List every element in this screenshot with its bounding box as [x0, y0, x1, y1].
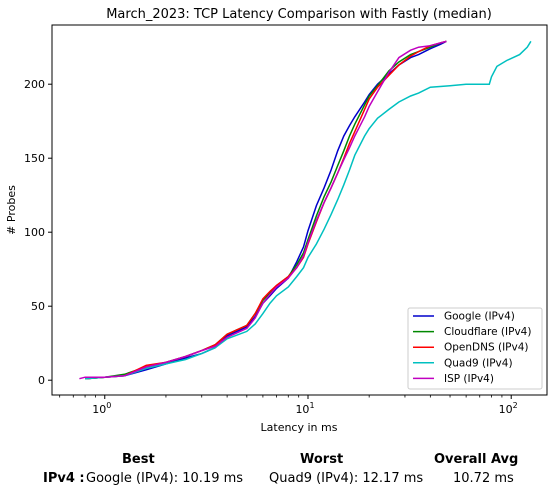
legend-label-2: OpenDNS (IPv4) — [444, 342, 529, 354]
legend-label-0: Google (IPv4) — [444, 311, 515, 323]
x-tick-label-1: 101 — [295, 401, 314, 416]
summary-header-worst: Worst — [300, 452, 344, 467]
plot-frame — [51, 24, 548, 396]
series-line-2 — [85, 40, 447, 380]
series-layer — [79, 40, 532, 380]
y-tick-label-0: 0 — [38, 374, 45, 387]
summary-table: Best Worst Overall Avg IPv4 : Google (IP… — [0, 448, 555, 496]
series-line-0 — [85, 40, 447, 380]
y-tick-label-2: 100 — [24, 226, 45, 239]
legend: Google (IPv4) Cloudflare (IPv4) OpenDNS (I… — [407, 307, 543, 390]
series-line-4 — [79, 40, 447, 380]
y-tick-label-1: 50 — [31, 300, 45, 313]
series-line-3 — [85, 40, 532, 380]
summary-worst-value: Quad9 (IPv4): 12.17 ms — [269, 471, 424, 486]
summary-header-avg: Overall Avg — [434, 452, 519, 467]
legend-box — [407, 307, 543, 390]
summary-row-label: IPv4 : — [43, 471, 85, 486]
x-tick-label-0: 100 — [92, 401, 111, 416]
x-axis: 100 101 102 — [59, 395, 518, 416]
legend-label-1: Cloudflare (IPv4) — [444, 326, 531, 338]
summary-best-value: Google (IPv4): 10.19 ms — [86, 471, 244, 486]
y-axis: 0 50 100 150 200 — [24, 78, 52, 387]
x-axis-label: Latency in ms — [261, 421, 338, 434]
series-line-1 — [85, 40, 447, 380]
legend-label-4: ISP (IPv4) — [444, 373, 494, 385]
latency-chart: March_2023: TCP Latency Comparison with … — [5, 7, 548, 434]
x-tick-label-2: 102 — [499, 401, 518, 416]
chart-title: March_2023: TCP Latency Comparison with … — [106, 7, 492, 22]
legend-label-3: Quad9 (IPv4) — [444, 357, 513, 369]
summary-avg-value: 10.72 ms — [453, 471, 514, 486]
y-tick-label-4: 200 — [24, 78, 45, 91]
y-tick-label-3: 150 — [24, 152, 45, 165]
y-axis-label: # Probes — [5, 185, 18, 235]
summary-header-best: Best — [122, 452, 155, 467]
